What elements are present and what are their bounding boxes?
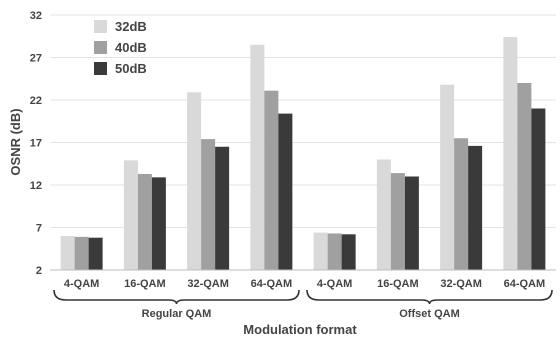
x-axis-title: Modulation format (243, 322, 357, 337)
bar-32db-7 (440, 84, 455, 270)
legend: 32dB 40dB 50dB (94, 19, 147, 76)
legend-label: 32dB (115, 19, 147, 34)
bar-50db-8 (531, 108, 546, 270)
bar-32db-4 (250, 44, 265, 270)
bars-layer (60, 37, 546, 271)
category-label: 32-QAM (440, 278, 482, 290)
group-label: Regular QAM (142, 308, 212, 320)
group-brackets: Regular QAM Offset QAM (53, 289, 553, 320)
bar-32db-8 (503, 37, 518, 270)
legend-label: 50dB (115, 61, 147, 76)
bar-40db-3 (201, 139, 216, 270)
bar-50db-2 (151, 177, 166, 270)
bar-50db-7 (468, 145, 483, 270)
y-tick-label: 32 (30, 10, 42, 22)
y-tick-label: 12 (30, 180, 42, 192)
bar-50db-4 (278, 113, 293, 270)
bar-40db-7 (454, 138, 469, 270)
bar-50db-1 (88, 237, 103, 270)
category-label: 16-QAM (124, 278, 166, 290)
category-label: 16-QAM (377, 278, 419, 290)
category-label: 64-QAM (504, 278, 546, 290)
legend-swatch-32db (94, 20, 107, 33)
legend-swatch-40db (94, 41, 107, 54)
bar-40db-4 (264, 90, 279, 271)
y-tick-label: 17 (30, 138, 42, 150)
y-tick-label: 27 (30, 53, 42, 65)
bar-50db-6 (404, 176, 419, 270)
legend-label: 40dB (115, 40, 147, 55)
bar-32db-2 (123, 160, 138, 270)
group-bracket (306, 289, 553, 305)
y-tick-label: 22 (30, 95, 42, 107)
group-label: Offset QAM (399, 308, 460, 320)
group-bracket (53, 289, 300, 305)
bar-32db-1 (60, 236, 75, 270)
bar-50db-3 (215, 146, 230, 270)
category-labels: 4-QAM 16-QAM 32-QAM 64-QAM 4-QAM 16-QAM 32-QAM… (64, 278, 545, 290)
bar-32db-3 (187, 92, 202, 270)
legend-swatch-50db (94, 62, 107, 75)
bar-40db-1 (74, 236, 89, 270)
category-label: 4-QAM (64, 278, 99, 290)
bar-32db-6 (376, 159, 391, 270)
y-axis-title: OSNR (dB) (8, 108, 23, 175)
y-tick-label: 7 (36, 223, 42, 235)
bar-40db-5 (327, 233, 342, 270)
category-label: 32-QAM (187, 278, 229, 290)
y-tick-label: 2 (36, 265, 42, 277)
category-label: 4-QAM (317, 278, 352, 290)
bar-40db-2 (137, 173, 152, 270)
bar-40db-6 (390, 173, 405, 270)
category-label: 64-QAM (251, 278, 293, 290)
bar-40db-8 (517, 83, 532, 270)
bar-32db-5 (313, 232, 328, 270)
bar-50db-5 (341, 234, 356, 270)
